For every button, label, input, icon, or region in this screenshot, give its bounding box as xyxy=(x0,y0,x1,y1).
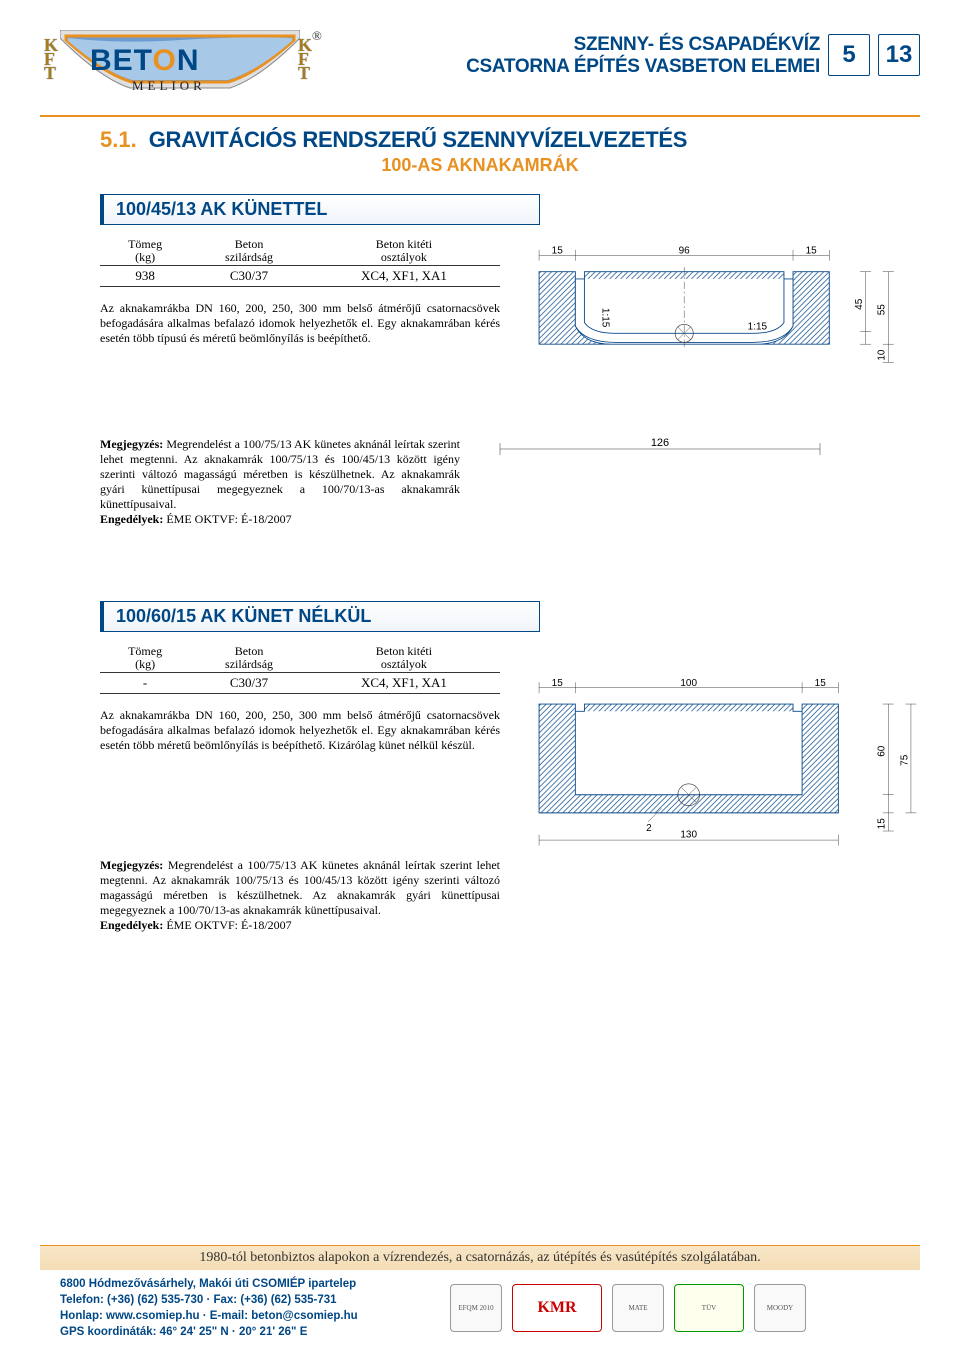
tech-drawing-2: 15 100 15 2 xyxy=(530,668,920,858)
product-heading-2: 100/60/15 AK KÜNET NÉLKÜL xyxy=(100,601,540,632)
footer-addr4: GPS koordináták: 46° 24' 25" N · 20° 21'… xyxy=(60,1324,430,1340)
svg-text:15: 15 xyxy=(815,678,827,689)
spec-table-1: Tömeg(kg) Beton szilárdság Beton kitéti … xyxy=(100,237,500,287)
th-beton-2: Beton szilárdság xyxy=(190,644,308,673)
cert-kmr-icon: KMR xyxy=(512,1284,602,1332)
header-divider xyxy=(40,115,920,117)
section-number: 5.1. xyxy=(100,127,137,153)
dim-top-m: 96 xyxy=(679,246,691,257)
header-title-line2: CSATORNA ÉPÍTÉS VASBETON ELEMEI xyxy=(466,56,820,78)
svg-text:75: 75 xyxy=(899,754,910,766)
svg-text:100: 100 xyxy=(680,678,697,689)
cert-mate-icon: MATE xyxy=(612,1284,664,1332)
dim-bottom-1: 126 xyxy=(490,437,920,467)
td-tomeg: 938 xyxy=(100,266,190,287)
logo-kft-right: KFT xyxy=(298,38,312,80)
logo-kft-left: KFT xyxy=(44,38,58,80)
section-heading: 5.1. GRAVITÁCIÓS RENDSZERŰ SZENNYVÍZELVE… xyxy=(100,127,920,153)
dim-h2: 55 xyxy=(877,304,888,316)
svg-text:15: 15 xyxy=(877,818,888,830)
header-title-line1: SZENNY- ÉS CSAPADÉKVÍZ xyxy=(466,34,820,56)
page-header: KFT BETON MELIOR KFT ® SZENNY- ÉS CSAPAD… xyxy=(40,30,920,105)
th-tomeg: Tömeg(kg) xyxy=(100,237,190,266)
svg-text:15: 15 xyxy=(552,678,564,689)
td-beton-2: C30/37 xyxy=(190,673,308,694)
logo: KFT BETON MELIOR KFT ® xyxy=(40,30,320,105)
dim-top-l: 15 xyxy=(552,246,564,257)
logo-text: BETON xyxy=(90,44,199,78)
svg-text:130: 130 xyxy=(680,829,697,840)
th-beton: Beton szilárdság xyxy=(190,237,308,266)
header-title-area: SZENNY- ÉS CSAPADÉKVÍZ CSATORNA ÉPÍTÉS V… xyxy=(466,34,920,78)
product-block-1: 100/45/13 AK KÜNETTEL Tömeg(kg) Beton sz… xyxy=(100,194,920,541)
svg-text:126: 126 xyxy=(651,437,669,449)
section-subtitle: 100-AS AKNAKAMRÁK xyxy=(40,155,920,176)
desc-1: Az aknakamrákba DN 160, 200, 250, 300 mm… xyxy=(100,301,500,346)
footer-addr3: Honlap: www.csomiep.hu · E-mail: beton@c… xyxy=(60,1308,430,1324)
cert-moody-icon: MOODY xyxy=(754,1284,806,1332)
footer-slogan: 1980-tól betonbiztos alapokon a vízrende… xyxy=(40,1245,920,1270)
tech-drawing-1: 15 96 15 1:15 1:15 xyxy=(530,237,920,397)
page-number-box: 13 xyxy=(878,34,920,76)
td-osztaly: XC4, XF1, XA1 xyxy=(308,266,500,287)
note-1: Megjegyzés: Megrendelést a 100/75/13 AK … xyxy=(100,437,460,527)
th-osztaly-2: Beton kitéti osztályok xyxy=(308,644,500,673)
svg-text:60: 60 xyxy=(877,745,888,757)
svg-text:2: 2 xyxy=(646,823,652,834)
logo-subtitle: MELIOR xyxy=(132,78,206,94)
header-title: SZENNY- ÉS CSAPADÉKVÍZ CSATORNA ÉPÍTÉS V… xyxy=(466,34,820,78)
footer-contact: 6800 Hódmezővásárhely, Makói úti CSOMIÉP… xyxy=(60,1276,430,1340)
page-chapter-box: 5 xyxy=(828,34,870,76)
dim-h1: 45 xyxy=(854,298,865,310)
th-osztaly: Beton kitéti osztályok xyxy=(308,237,500,266)
product-heading-1: 100/45/13 AK KÜNETTEL xyxy=(100,194,540,225)
cert-efqm-icon: EFQM 2010 xyxy=(450,1284,502,1332)
dim-slope-out: 1:15 xyxy=(748,322,768,333)
product-block-2: 100/60/15 AK KÜNET NÉLKÜL Tömeg(kg) Beto… xyxy=(100,601,920,947)
dim-h3: 10 xyxy=(877,349,888,361)
footer-addr2: Telefon: (+36) (62) 535-730 · Fax: (+36)… xyxy=(60,1292,430,1308)
dim-top-r: 15 xyxy=(806,246,818,257)
page-footer: 1980-tól betonbiztos alapokon a vízrende… xyxy=(0,1245,960,1350)
note-2: Megjegyzés: Megrendelést a 100/75/13 AK … xyxy=(100,858,500,933)
td-osztaly-2: XC4, XF1, XA1 xyxy=(308,673,500,694)
dim-slope-in: 1:15 xyxy=(600,308,611,328)
footer-addr1: 6800 Hódmezővásárhely, Makói úti CSOMIÉP… xyxy=(60,1276,430,1292)
th-tomeg-2: Tömeg(kg) xyxy=(100,644,190,673)
desc-2: Az aknakamrákba DN 160, 200, 250, 300 mm… xyxy=(100,708,500,753)
registered-mark: ® xyxy=(312,28,322,44)
td-beton: C30/37 xyxy=(190,266,308,287)
spec-table-2: Tömeg(kg) Beton szilárdság Beton kitéti … xyxy=(100,644,500,694)
td-tomeg-2: - xyxy=(100,673,190,694)
section-title: GRAVITÁCIÓS RENDSZERŰ SZENNYVÍZELVEZETÉS xyxy=(149,127,687,153)
cert-tuv-icon: TÜV xyxy=(674,1284,744,1332)
footer-cert-logos: EFQM 2010 KMR MATE TÜV MOODY xyxy=(450,1284,806,1332)
